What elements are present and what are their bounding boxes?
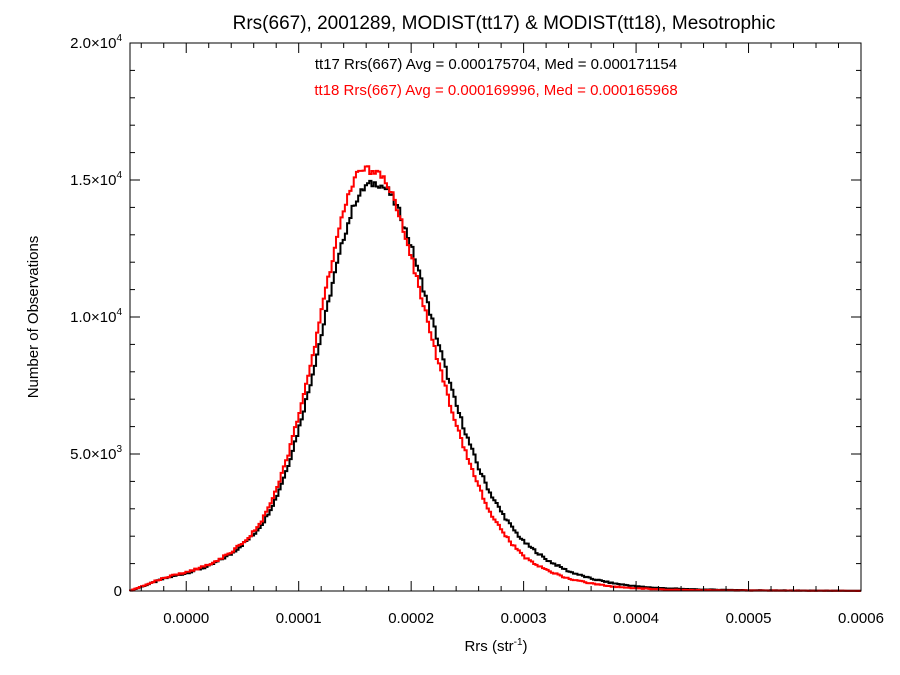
y-tick-label-mantissa: 1.5×10 [70, 172, 116, 189]
y-tick-label: 1.0×104 [70, 307, 122, 326]
x-axis-label: Rrs (str-1) [464, 637, 527, 655]
y-tick-label-exponent: 4 [116, 33, 122, 44]
annotation-tt17: tt17 Rrs(667) Avg = 0.000175704, Med = 0… [315, 56, 677, 73]
x-tick-label: 0.0001 [276, 610, 322, 627]
x-tick-label: 0.0005 [726, 610, 772, 627]
y-tick-label-exponent: 4 [116, 170, 122, 181]
x-tick-label: 0.0006 [838, 610, 884, 627]
y-tick-label: 1.5×104 [70, 170, 122, 189]
y-tick-label: 0 [114, 583, 122, 600]
x-tick-label: 0.0000 [163, 610, 209, 627]
y-tick-label-mantissa: 5.0×10 [70, 446, 116, 463]
y-axis-label: Number of Observations [25, 236, 42, 399]
x-axis-label-sup: -1 [514, 637, 523, 648]
chart-title: Rrs(667), 2001289, MODIST(tt17) & MODIST… [233, 13, 776, 34]
x-axis-label-close: ) [523, 638, 528, 655]
plot-area: 0.0000 0.0001 0.0002 0.0003 0.0004 0.0005 0.00… [70, 33, 884, 627]
y-tick-label: 5.0×103 [70, 444, 122, 463]
y-tick-label-mantissa: 0 [114, 583, 122, 600]
y-tick-label-exponent: 4 [116, 307, 122, 318]
x-tick-label: 0.0002 [388, 610, 434, 627]
y-tick-label-mantissa: 2.0×10 [70, 35, 116, 52]
annotation-tt18: tt18 Rrs(667) Avg = 0.000169996, Med = 0… [314, 82, 677, 99]
x-tick-label: 0.0004 [613, 610, 659, 627]
y-tick-label-mantissa: 1.0×10 [70, 309, 116, 326]
y-tick-label: 2.0×104 [70, 33, 122, 52]
x-axis-ticks: 0.0000 0.0001 0.0002 0.0003 0.0004 0.0005 0.00… [140, 43, 884, 627]
x-axis-label-main: Rrs (str [464, 638, 513, 655]
y-tick-label-exponent: 3 [116, 444, 122, 455]
x-tick-label: 0.0003 [501, 610, 547, 627]
